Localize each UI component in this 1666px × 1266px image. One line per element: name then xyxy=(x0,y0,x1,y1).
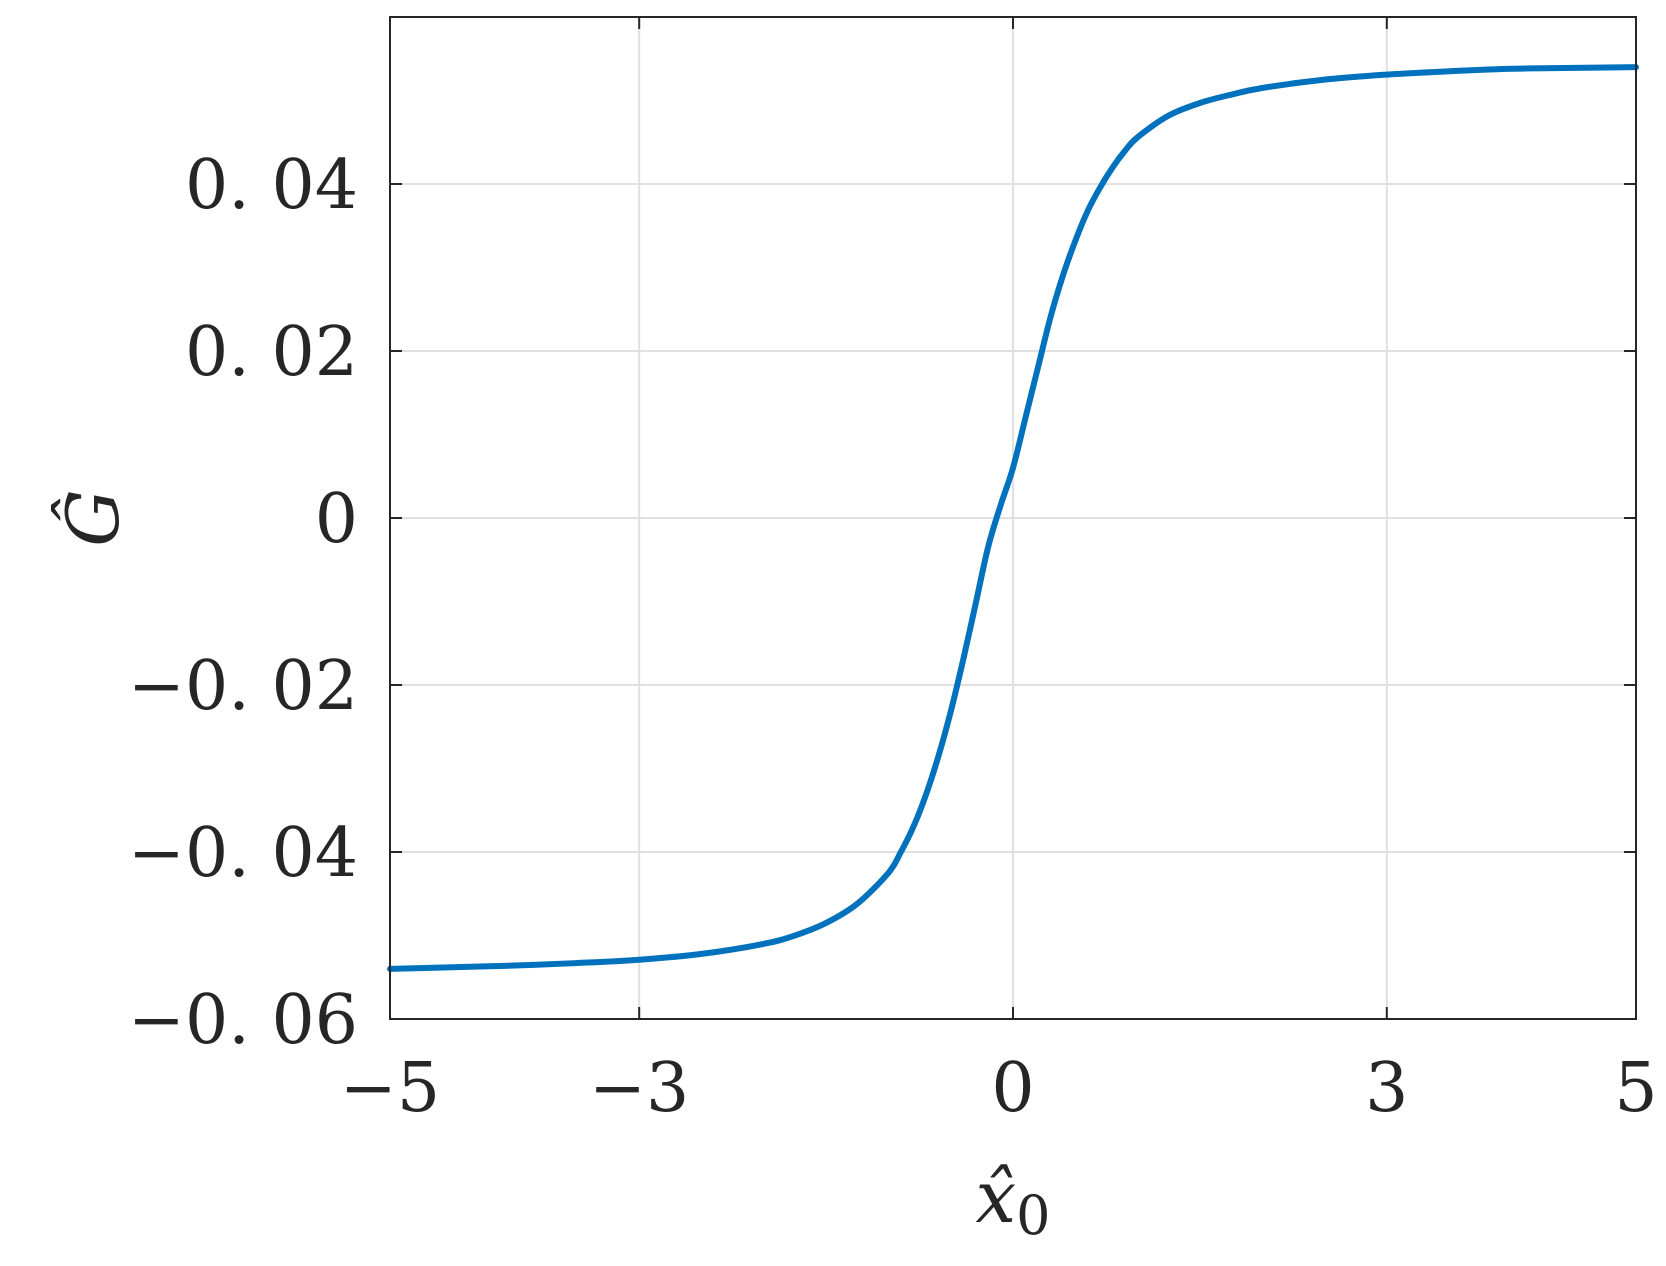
x-axis-label-main: x̂ xyxy=(976,1155,1017,1239)
x-tick-label: 5 xyxy=(1614,1049,1657,1128)
y-tick-label: −0. 06 xyxy=(128,981,358,1060)
series-line xyxy=(387,64,1639,972)
y-tick-label: 0. 02 xyxy=(185,313,358,392)
y-tick-labels: −0. 06 −0. 04 −0. 02 0 0. 02 0. 04 xyxy=(128,146,358,1060)
y-axis-label: Ĝ xyxy=(49,489,135,547)
x-axis-label-subscript: 0 xyxy=(1016,1184,1050,1247)
x-tick-labels: −5 −3 0 3 5 xyxy=(340,1049,1658,1128)
x-axis-label: x̂0 xyxy=(976,1155,1051,1247)
plot-area xyxy=(387,64,1639,972)
y-tick-label: 0. 04 xyxy=(185,146,358,225)
tick-marks xyxy=(389,17,1637,1020)
x-tick-label: 3 xyxy=(1365,1049,1408,1128)
x-tick-label: −3 xyxy=(589,1049,689,1128)
y-tick-label: −0. 04 xyxy=(128,814,358,893)
x-tick-label: 0 xyxy=(991,1049,1034,1128)
x-tick-label: −5 xyxy=(340,1049,440,1128)
grid xyxy=(389,17,1637,1020)
y-tick-label: −0. 02 xyxy=(128,647,358,726)
y-tick-label: 0 xyxy=(315,480,358,559)
